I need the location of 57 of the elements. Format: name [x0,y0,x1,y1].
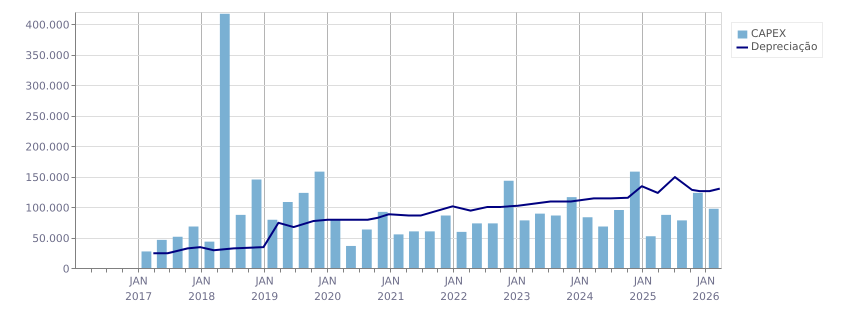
x-tick-label: JAN 2020 [314,274,342,304]
bar [314,172,324,268]
y-tick-label: 300.000 [25,80,70,93]
x-tick-label: JAN 2019 [251,274,278,304]
bar [362,229,372,268]
legend-label: CAPEX [751,27,786,40]
bar [142,251,152,268]
y-tick-label: 350.000 [25,49,70,62]
bar [566,197,577,268]
bar [252,180,262,268]
line-series [152,176,721,254]
bar [520,220,530,268]
y-tick-label: 100.000 [25,202,70,215]
bar [582,217,592,268]
x-tick-label: JAN 2017 [125,274,152,304]
bar [550,215,561,268]
bar [330,220,340,268]
bar [692,192,703,268]
bar [535,214,545,268]
bar [282,202,293,268]
y-tick-label: 200.000 [25,140,70,154]
bar [472,223,482,268]
bar [646,236,656,268]
y-tick-label: 0 [62,262,70,276]
bar [440,215,451,268]
bar [598,226,608,268]
y-tick-label: 400.000 [25,18,70,32]
bar [188,226,198,268]
legend-label: Depreciação [751,40,818,53]
x-tick-label: JAN 2023 [503,274,530,304]
bar [346,246,356,268]
bar [630,172,640,268]
x-tick-label: JAN 2026 [692,274,720,304]
y-tick-label: 150.000 [25,171,70,184]
x-tick-label: JAN 2018 [188,274,216,304]
bar [661,214,672,268]
bar [409,231,419,268]
bar [204,242,214,268]
bar [236,214,246,268]
x-tick-label: JAN 2024 [566,274,594,304]
y-tick-label: 250.000 [25,110,70,124]
x-tick-label: JAN 2025 [629,274,657,304]
bar [677,220,687,268]
bar [394,234,404,268]
bar [268,220,278,268]
bar [424,231,435,268]
bar [298,192,309,268]
bar [504,180,514,268]
bar [614,210,624,268]
y-tick-label: 50.000 [32,232,70,246]
bar [456,232,466,268]
x-tick-label: JAN 2022 [440,274,468,304]
bar [220,14,230,268]
bar [708,208,719,268]
bar [488,223,498,268]
bar [378,212,388,268]
x-tick-label: JAN 2021 [377,274,404,304]
